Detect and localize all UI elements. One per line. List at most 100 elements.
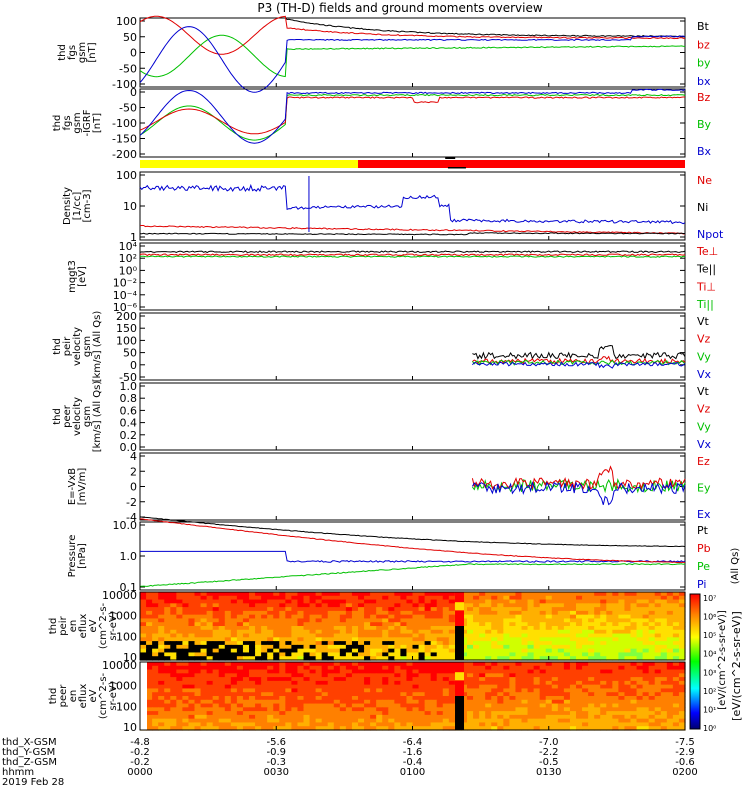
heatmap-cell <box>376 726 383 731</box>
series-bz <box>139 96 685 135</box>
y-label-line: peer <box>62 404 73 428</box>
heatmap-cell <box>370 656 377 661</box>
heatmap-cell <box>533 607 541 612</box>
heatmap-cell <box>315 669 323 674</box>
heatmap-cell <box>418 610 426 616</box>
heatmap-cell <box>146 603 153 608</box>
y-tick-label: 10⁻⁴ <box>113 289 138 302</box>
heatmap-cell <box>230 718 238 724</box>
heatmap-cell <box>497 610 504 616</box>
x-row-label: hhmm <box>2 767 34 778</box>
heatmap-cell <box>618 656 626 661</box>
heatmap-cell <box>509 707 517 712</box>
heatmap-cell <box>630 726 638 731</box>
heatmap-cell <box>539 677 547 682</box>
heatmap-cell <box>297 673 305 678</box>
heatmap-cell <box>315 680 323 686</box>
heatmap-cell <box>557 711 565 716</box>
heatmap-cell <box>569 669 577 674</box>
y-label-line: Density <box>62 187 73 225</box>
heatmap-cell <box>418 699 426 705</box>
heatmap-cell <box>182 662 190 667</box>
heatmap-cell <box>146 648 153 654</box>
heatmap-cell <box>533 626 541 631</box>
heatmap-cell <box>503 688 510 693</box>
heatmap-cell <box>291 718 299 724</box>
heatmap-cell <box>164 652 171 657</box>
heatmap-cell <box>267 648 274 654</box>
heatmap-cell <box>588 688 595 693</box>
heatmap-cell <box>158 629 165 635</box>
heatmap-cell <box>503 614 510 620</box>
heatmap-cell <box>339 644 347 650</box>
heatmap-cell <box>569 703 577 708</box>
heatmap-cell <box>370 662 377 667</box>
heatmap-cell <box>400 665 408 671</box>
heatmap-cell <box>315 618 323 623</box>
heatmap-cell <box>569 711 577 716</box>
heatmap-cell <box>636 648 644 654</box>
heatmap-cell <box>152 592 159 597</box>
heatmap-cell <box>430 592 438 597</box>
heatmap-cell <box>200 614 208 620</box>
heatmap-cell <box>406 673 414 678</box>
heatmap-cell <box>594 607 601 612</box>
heatmap-cell <box>176 677 183 682</box>
heatmap-cell <box>267 707 274 712</box>
heatmap-cell <box>618 595 626 601</box>
heatmap-cell <box>648 699 656 705</box>
heatmap-cell <box>539 610 547 616</box>
heatmap-cell <box>406 680 414 686</box>
heatmap-cell <box>630 626 638 631</box>
heatmap-cell <box>497 599 504 604</box>
heatmap-cell <box>267 644 274 650</box>
heatmap-cell <box>303 669 311 674</box>
heatmap-cell <box>273 644 280 650</box>
heatmap-cell <box>424 718 432 724</box>
heatmap-cell <box>497 699 504 705</box>
heatmap-cell <box>418 626 426 631</box>
heatmap-cell <box>588 656 595 661</box>
heatmap-cell <box>485 722 492 727</box>
heatmap-cell <box>333 688 341 693</box>
heatmap-cell <box>527 652 535 657</box>
heatmap-cell <box>606 692 613 697</box>
heatmap-cell <box>279 610 286 616</box>
heatmap-cell <box>218 652 226 657</box>
heatmap-cell <box>236 714 244 720</box>
heatmap-cell <box>485 673 492 678</box>
heatmap-cell <box>279 607 286 612</box>
heatmap-cell <box>467 656 474 661</box>
heatmap-cell <box>582 726 589 731</box>
heatmap-cell <box>612 665 619 671</box>
heatmap-cell <box>491 592 498 597</box>
heatmap-cell <box>303 633 311 638</box>
heatmap-cell <box>460 637 468 642</box>
heatmap-cell <box>672 711 680 716</box>
heatmap-cell <box>400 714 408 720</box>
heatmap-cell <box>563 607 571 612</box>
heatmap-cell <box>376 665 383 671</box>
series-pt <box>139 516 686 548</box>
heatmap-cell <box>648 633 656 638</box>
heatmap-cell <box>236 677 244 682</box>
heatmap-cell <box>678 629 686 635</box>
heatmap-cell <box>327 603 335 608</box>
heatmap-cell <box>533 603 541 608</box>
heatmap-cell <box>600 707 607 712</box>
heatmap-cell <box>152 665 159 671</box>
heatmap-cell <box>563 610 571 616</box>
heatmap-cell <box>364 714 371 720</box>
heatmap-cell <box>400 711 408 716</box>
heatmap-cell <box>279 595 286 601</box>
heatmap-cell <box>485 648 492 654</box>
heatmap-cell <box>188 618 196 623</box>
heatmap-cell <box>273 696 280 701</box>
heatmap-cell <box>291 726 299 731</box>
x-tick-label-z: -0.4 <box>403 757 423 768</box>
series-te <box>139 250 686 254</box>
heatmap-cell <box>594 652 601 657</box>
heatmap-cell <box>285 595 292 601</box>
heatmap-cell <box>255 652 262 657</box>
